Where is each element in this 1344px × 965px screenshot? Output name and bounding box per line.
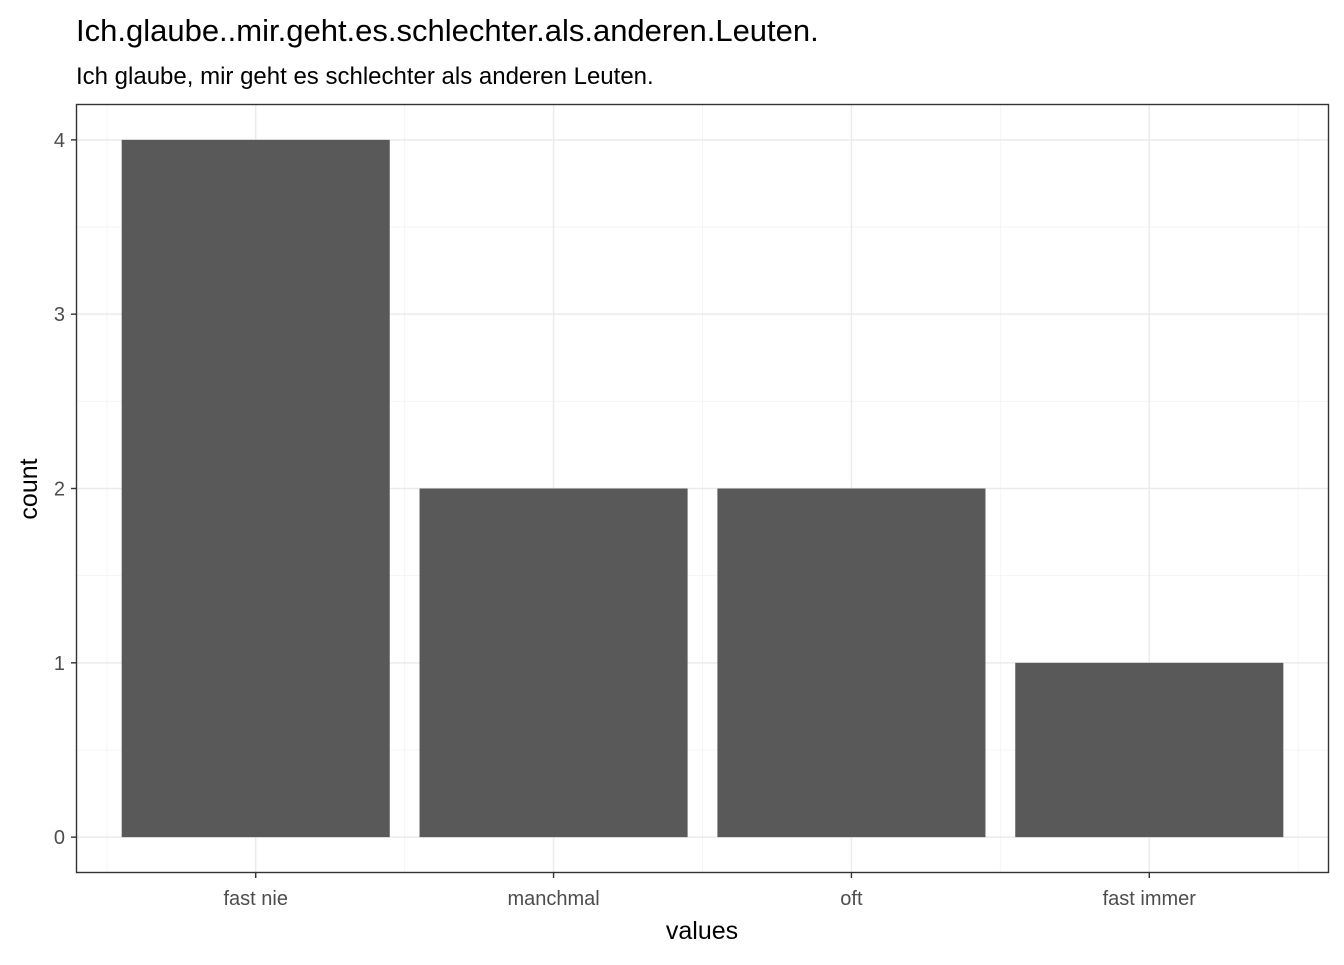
bar-fast-nie: [121, 139, 390, 838]
x-axis-label: values: [666, 917, 738, 945]
x-axis: fast nie manchmal oft fast immer: [223, 872, 1196, 910]
chart-title: Ich.glaube..mir.geht.es.schlechter.als.a…: [76, 13, 819, 48]
y-tick-label: 3: [54, 304, 65, 326]
y-tick-label: 4: [54, 130, 65, 152]
y-tick-label: 2: [54, 479, 65, 501]
chart-subtitle: Ich glaube, mir geht es schlechter als a…: [76, 63, 654, 90]
x-tick-label: fast nie: [223, 888, 287, 910]
x-tick-label: oft: [840, 888, 863, 910]
y-tick-label: 1: [54, 653, 65, 675]
x-tick-label: fast immer: [1103, 888, 1197, 910]
bar-fast-immer: [1015, 662, 1284, 838]
bar-oft: [717, 488, 986, 838]
y-axis-label: count: [15, 458, 43, 519]
x-tick-label: manchmal: [507, 888, 599, 910]
y-axis: 0 1 2 3 4: [54, 130, 77, 849]
bars: [121, 139, 1284, 838]
bar-manchmal: [419, 488, 688, 838]
y-tick-label: 0: [54, 827, 65, 849]
